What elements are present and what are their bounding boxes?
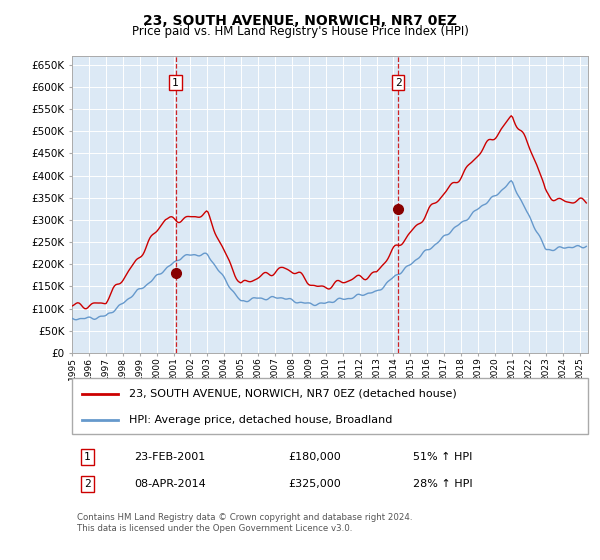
FancyBboxPatch shape (72, 378, 588, 434)
Text: 2: 2 (395, 78, 401, 87)
Text: 28% ↑ HPI: 28% ↑ HPI (413, 479, 472, 489)
Text: Price paid vs. HM Land Registry's House Price Index (HPI): Price paid vs. HM Land Registry's House … (131, 25, 469, 38)
Text: 23, SOUTH AVENUE, NORWICH, NR7 0EZ (detached house): 23, SOUTH AVENUE, NORWICH, NR7 0EZ (deta… (129, 389, 457, 399)
Text: 23-FEB-2001: 23-FEB-2001 (134, 452, 205, 462)
Text: HPI: Average price, detached house, Broadland: HPI: Average price, detached house, Broa… (129, 415, 392, 425)
Text: £325,000: £325,000 (289, 479, 341, 489)
Text: £180,000: £180,000 (289, 452, 341, 462)
Text: 08-APR-2014: 08-APR-2014 (134, 479, 206, 489)
Text: Contains HM Land Registry data © Crown copyright and database right 2024.
This d: Contains HM Land Registry data © Crown c… (77, 514, 413, 533)
Text: 1: 1 (84, 452, 91, 462)
Text: 51% ↑ HPI: 51% ↑ HPI (413, 452, 472, 462)
Text: 1: 1 (172, 78, 179, 87)
Text: 2: 2 (84, 479, 91, 489)
Text: 23, SOUTH AVENUE, NORWICH, NR7 0EZ: 23, SOUTH AVENUE, NORWICH, NR7 0EZ (143, 14, 457, 28)
